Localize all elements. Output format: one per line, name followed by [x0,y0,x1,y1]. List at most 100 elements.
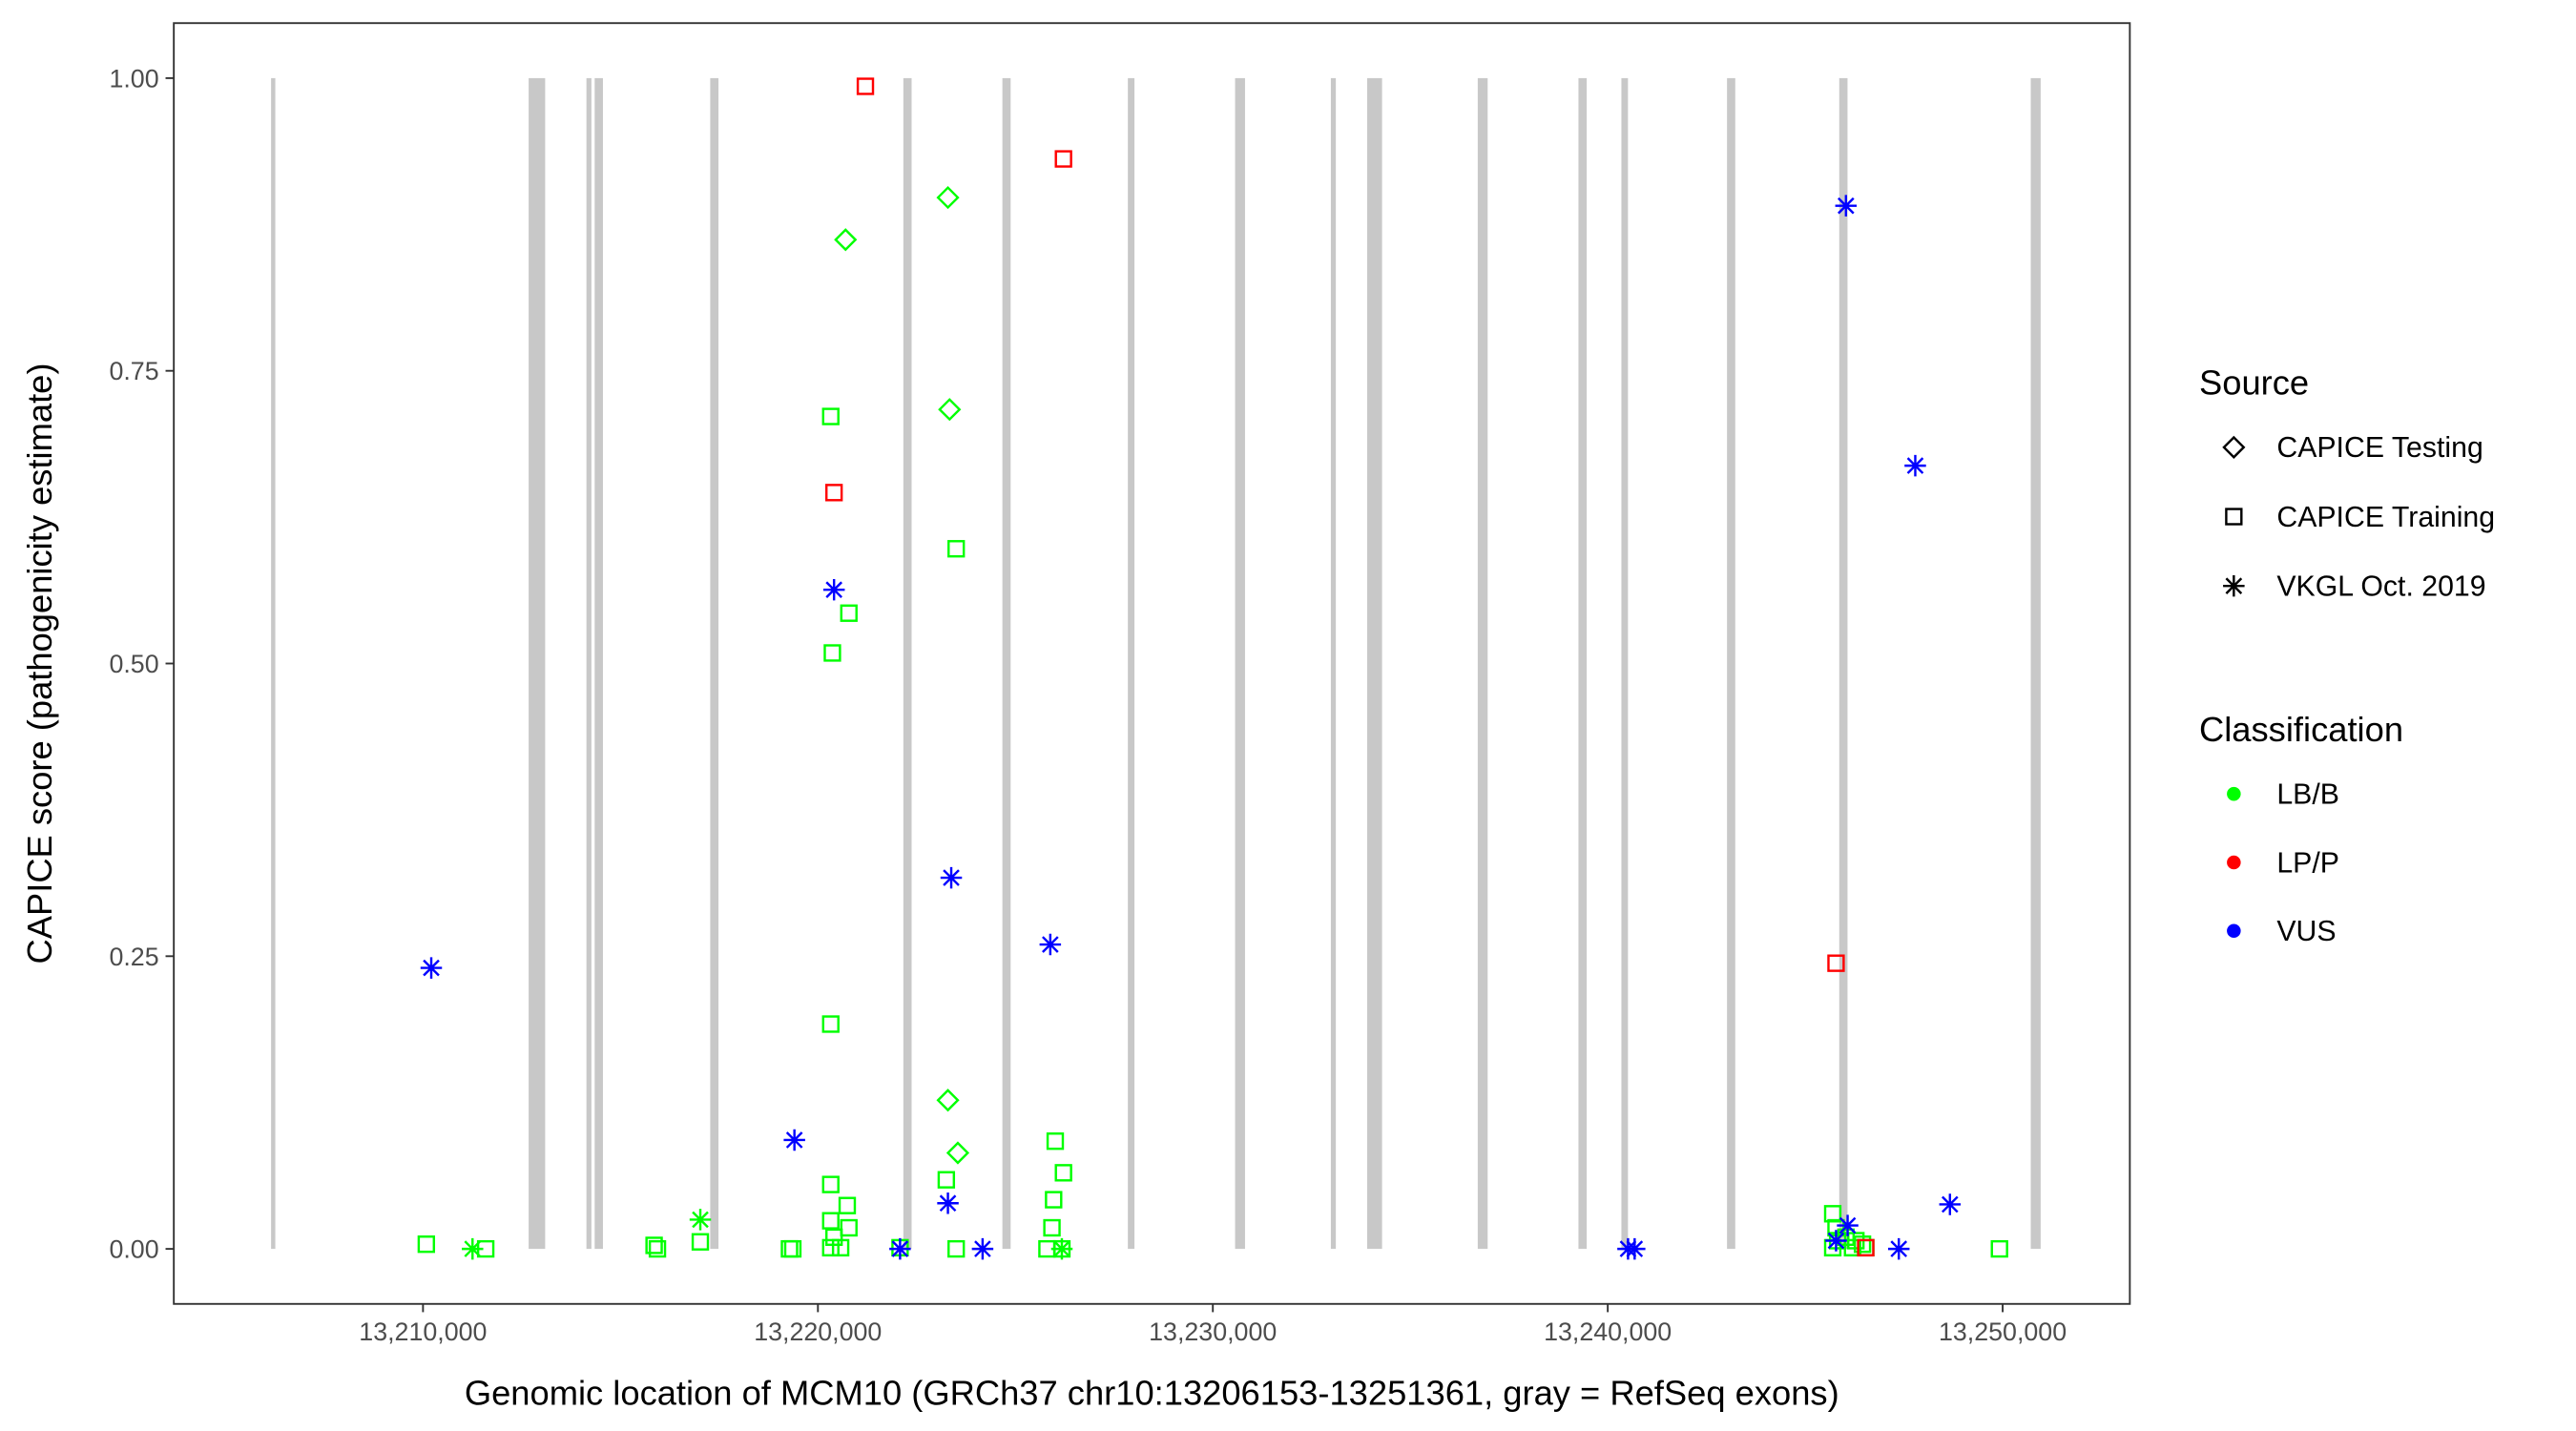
data-point [1904,454,1926,477]
data-point [945,1141,970,1165]
exon-band [903,77,912,1250]
data-points [417,77,2008,1260]
data-point [936,185,960,210]
legend-dot-icon [2227,855,2241,870]
legend-source-title: Source [2199,363,2309,402]
y-tick-label: 0.75 [109,357,158,385]
legend-classification-label: LB/B [2276,779,2339,811]
data-point [783,1239,802,1258]
y-axis: 0.00 0.25 0.50 0.75 1.00 [109,64,175,1264]
exon-band [710,77,719,1250]
y-tick-label: 1.00 [109,64,158,93]
legend-asterisk-icon [2223,574,2245,597]
data-point [462,1237,484,1260]
y-tick-label: 0.50 [109,650,158,678]
data-point [838,1196,857,1214]
exon-band [1727,77,1735,1250]
legend-classification-label: VUS [2276,916,2336,947]
data-point [940,866,963,889]
legend-diamond-icon [2222,435,2246,459]
data-point [936,1089,960,1112]
data-point [821,1015,840,1033]
legend-source-label: VKGL Oct. 2019 [2276,571,2485,603]
data-point [938,398,962,422]
exon-band [594,77,603,1250]
exon-band [1621,77,1629,1250]
exon-band [1839,77,1848,1250]
data-point [1624,1237,1646,1260]
legend-dot-icon [2227,923,2241,939]
data-point [648,1239,667,1258]
data-point [840,604,858,622]
data-point [1843,1238,1861,1257]
data-point [1853,1235,1872,1254]
legend-source-label: CAPICE Testing [2276,432,2483,464]
data-point [856,77,875,95]
data-point [947,540,966,558]
data-point [822,578,845,601]
legend-square-icon [2225,508,2243,526]
data-point [1039,933,1062,956]
data-point [1990,1239,2008,1258]
exon-band [271,77,276,1250]
y-tick-label: 0.00 [109,1235,158,1264]
x-tick-label: 13,230,000 [1149,1317,1277,1346]
legend-source-label: CAPICE Training [2276,502,2495,533]
exon-band [1128,77,1135,1250]
data-point [1050,1237,1073,1260]
data-point [783,1129,805,1151]
data-point [821,1175,840,1193]
data-point [937,1192,959,1214]
data-point [1835,195,1858,217]
data-point [889,1237,911,1260]
data-point [1827,954,1845,972]
data-point [1857,1238,1875,1257]
data-point [1043,1218,1061,1237]
legend-classification-title: Classification [2199,710,2403,749]
exon-band [2030,77,2041,1250]
data-point [823,644,841,662]
exon-bands [271,77,2041,1250]
data-point [834,228,858,252]
data-point [1887,1237,1910,1260]
data-point [1054,1164,1072,1182]
data-point [821,1212,840,1230]
data-point [825,484,843,502]
data-point [821,407,840,425]
data-point [1825,1230,1847,1252]
data-point [821,1238,840,1257]
exon-band [1002,77,1011,1250]
plot-panel-background [174,23,2130,1304]
exon-band [1235,77,1245,1250]
data-point [1046,1132,1065,1151]
data-point [831,1238,850,1257]
legend-classification-label: LP/P [2276,847,2339,879]
exon-band [1578,77,1588,1250]
y-axis-title: CAPICE score (pathogenicity estimate) [20,363,59,964]
data-point [840,1218,858,1237]
x-axis-title: Genomic location of MCM10 (GRCh37 chr10:… [465,1373,1839,1412]
x-tick-label: 13,220,000 [754,1317,882,1346]
data-point [1837,1214,1859,1236]
data-point [1939,1193,1962,1215]
x-tick-label: 13,240,000 [1544,1317,1672,1346]
x-tick-label: 13,210,000 [359,1317,487,1346]
exon-band [529,77,546,1250]
data-point [1054,150,1072,168]
data-point [1045,1191,1063,1209]
x-tick-label: 13,250,000 [1939,1317,2067,1346]
exon-band [1330,77,1337,1250]
x-axis: 13,210,000 13,220,000 13,230,000 13,240,000… [359,1303,2067,1346]
exon-band [1366,77,1382,1250]
data-point [947,1239,966,1258]
legend: Source CAPICE Testing CAPICE Training VKGL… [2199,363,2495,947]
data-point [937,1171,956,1189]
data-point [645,1236,663,1255]
exon-band [586,77,592,1250]
data-point [691,1233,710,1251]
data-point [971,1237,994,1260]
legend-dot-icon [2227,786,2241,801]
y-tick-label: 0.25 [109,943,158,971]
exon-band [1477,77,1488,1250]
